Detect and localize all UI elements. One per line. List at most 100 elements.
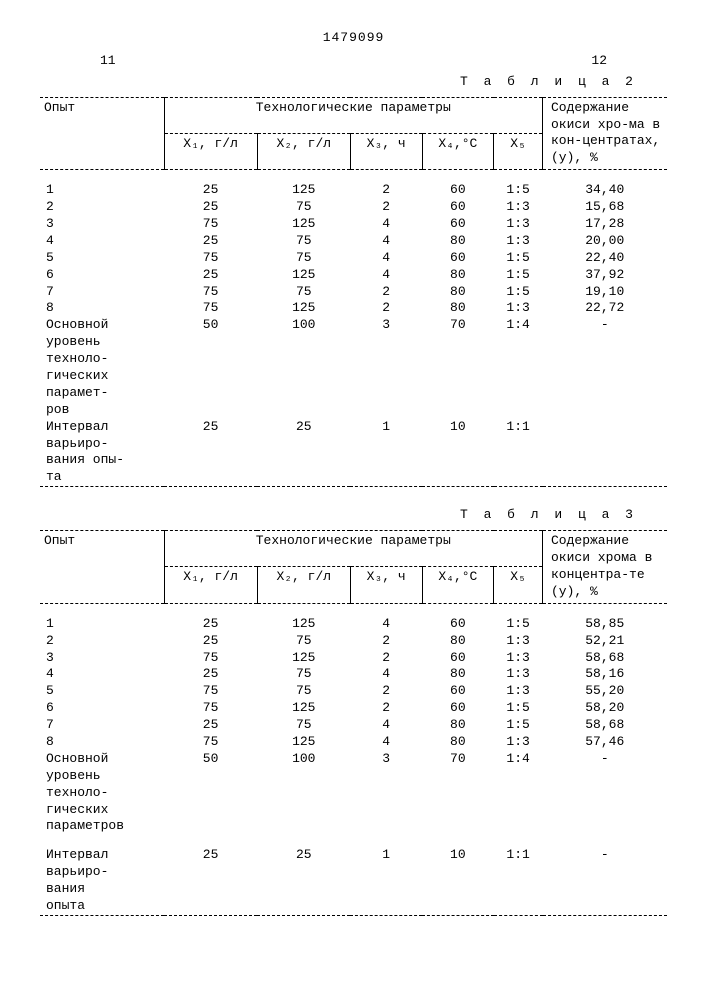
cell-x5: 1:5 xyxy=(494,267,543,284)
col-x2: X₂, г/л xyxy=(257,133,350,169)
base-level-row: Основной уровень техноло- гических парам… xyxy=(40,751,667,835)
cell-x2: 75 xyxy=(257,250,350,267)
page-right: 12 xyxy=(591,53,607,70)
cell-n: 6 xyxy=(40,267,164,284)
cell-x1: 25 xyxy=(164,419,257,487)
cell-x3: 2 xyxy=(350,683,422,700)
interval-label: Интервал варьиро- вания опыта xyxy=(40,847,164,915)
cell-x3: 4 xyxy=(350,216,422,233)
cell-x2: 125 xyxy=(257,700,350,717)
hdr-result: Содержание окиси хрома в концентра-те (y… xyxy=(543,531,668,604)
cell-y: 58,16 xyxy=(543,666,668,683)
cell-y: - xyxy=(543,847,668,915)
cell-x4: 60 xyxy=(422,650,494,667)
cell-x3: 1 xyxy=(350,419,422,487)
base-level-row: Основной уровень техноло- гических парам… xyxy=(40,317,667,418)
cell-x1: 25 xyxy=(164,666,257,683)
cell-x5: 1:3 xyxy=(494,233,543,250)
table-row: 6251254801:537,92 xyxy=(40,267,667,284)
cell-y: 58,20 xyxy=(543,700,668,717)
cell-x1: 75 xyxy=(164,700,257,717)
cell-n: 1 xyxy=(40,182,164,199)
interval-label: Интервал варьиро- вания опы- та xyxy=(40,419,164,487)
table-row: 575752601:355,20 xyxy=(40,683,667,700)
hdr-params: Технологические параметры xyxy=(164,531,542,567)
page-numbers: 11 12 xyxy=(100,53,607,70)
table-row: 3751254601:317,28 xyxy=(40,216,667,233)
cell-n: 7 xyxy=(40,717,164,734)
cell-x1: 75 xyxy=(164,216,257,233)
cell-x5: 1:5 xyxy=(494,700,543,717)
cell-x4: 60 xyxy=(422,250,494,267)
cell-y: 57,46 xyxy=(543,734,668,751)
col-x3: X₃, ч xyxy=(350,567,422,603)
cell-n: 8 xyxy=(40,300,164,317)
col-x1: X₁, г/л xyxy=(164,133,257,169)
cell-x3: 4 xyxy=(350,250,422,267)
cell-x5: 1:3 xyxy=(494,650,543,667)
cell-x3: 4 xyxy=(350,616,422,633)
cell-x3: 2 xyxy=(350,700,422,717)
cell-x1: 75 xyxy=(164,300,257,317)
cell-x3: 2 xyxy=(350,199,422,216)
cell-x2: 125 xyxy=(257,216,350,233)
document-number: 1479099 xyxy=(40,30,667,47)
hdr-result: Содержание окиси хро-ма в кон-центратах,… xyxy=(543,97,668,170)
table-row: 1251254601:558,85 xyxy=(40,616,667,633)
table-row: 6751252601:558,20 xyxy=(40,700,667,717)
cell-x2: 75 xyxy=(257,666,350,683)
cell-x2: 125 xyxy=(257,616,350,633)
cell-n: 5 xyxy=(40,250,164,267)
cell-x4: 80 xyxy=(422,666,494,683)
cell-x4: 80 xyxy=(422,633,494,650)
col-x3: X₃, ч xyxy=(350,133,422,169)
cell-x4: 80 xyxy=(422,734,494,751)
base-label: Основной уровень техноло- гических парам… xyxy=(40,317,164,418)
cell-x1: 25 xyxy=(164,633,257,650)
cell-x3: 4 xyxy=(350,717,422,734)
cell-x3: 2 xyxy=(350,284,422,301)
cell-x5: 1:3 xyxy=(494,199,543,216)
cell-n: 1 xyxy=(40,616,164,633)
cell-x5: 1:1 xyxy=(494,419,543,487)
cell-x1: 50 xyxy=(164,317,257,418)
table-row: 425754801:320,00 xyxy=(40,233,667,250)
cell-x5: 1:3 xyxy=(494,633,543,650)
cell-x2: 125 xyxy=(257,650,350,667)
cell-x1: 75 xyxy=(164,650,257,667)
cell-x4: 60 xyxy=(422,182,494,199)
cell-x2: 125 xyxy=(257,267,350,284)
cell-n: 6 xyxy=(40,700,164,717)
cell-y: 58,68 xyxy=(543,650,668,667)
cell-x1: 50 xyxy=(164,751,257,835)
cell-x5: 1:5 xyxy=(494,284,543,301)
cell-x3: 2 xyxy=(350,300,422,317)
cell-x5: 1:3 xyxy=(494,216,543,233)
cell-x3: 4 xyxy=(350,267,422,284)
cell-x2: 75 xyxy=(257,633,350,650)
cell-x1: 25 xyxy=(164,847,257,915)
hdr-opyt: Опыт xyxy=(40,531,164,604)
cell-x4: 10 xyxy=(422,419,494,487)
table-row: 425754801:358,16 xyxy=(40,666,667,683)
interval-row: Интервал варьиро- вания опы- та25251101:… xyxy=(40,419,667,487)
cell-x3: 4 xyxy=(350,734,422,751)
cell-x3: 4 xyxy=(350,666,422,683)
table-row: 225752601:315,68 xyxy=(40,199,667,216)
cell-x4: 80 xyxy=(422,300,494,317)
table-3: Опыт Технологические параметры Содержани… xyxy=(40,530,667,916)
hdr-params: Технологические параметры xyxy=(164,97,542,133)
cell-x5: 1:3 xyxy=(494,300,543,317)
cell-x3: 1 xyxy=(350,847,422,915)
cell-x1: 75 xyxy=(164,284,257,301)
cell-n: 7 xyxy=(40,284,164,301)
cell-x2: 75 xyxy=(257,233,350,250)
table-row: 1251252601:534,40 xyxy=(40,182,667,199)
cell-x3: 3 xyxy=(350,751,422,835)
cell-x3: 2 xyxy=(350,182,422,199)
cell-x4: 80 xyxy=(422,233,494,250)
table-row: 225752801:352,21 xyxy=(40,633,667,650)
cell-x4: 60 xyxy=(422,199,494,216)
cell-x2: 125 xyxy=(257,182,350,199)
cell-y: 58,85 xyxy=(543,616,668,633)
